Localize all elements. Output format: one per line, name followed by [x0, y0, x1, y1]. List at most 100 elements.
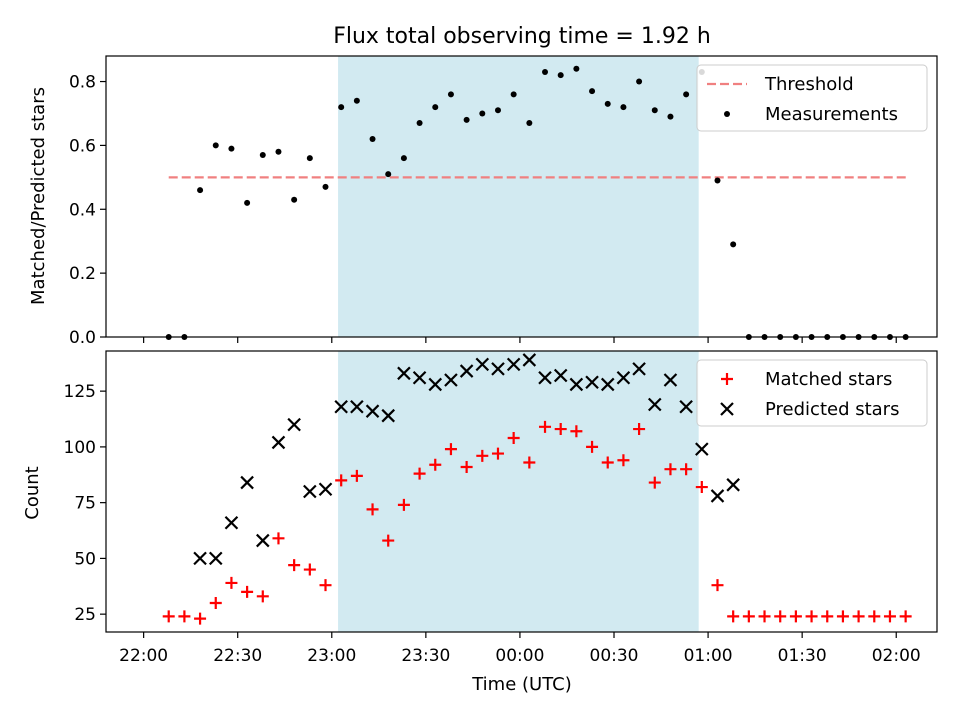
- matched-star-point: [178, 610, 191, 623]
- predicted-star-point: [632, 362, 646, 376]
- matched-star-point: [570, 425, 583, 438]
- x-tick-label: 23:30: [401, 646, 450, 666]
- measurement-point: [510, 91, 517, 98]
- measurement-point: [573, 65, 580, 72]
- predicted-star-point: [193, 551, 207, 566]
- matched-star-point: [758, 610, 771, 623]
- matched-star-point: [586, 440, 599, 453]
- predicted-star-point: [459, 364, 474, 378]
- x-tick-label: 23:00: [307, 646, 356, 666]
- y-tick-label: 25: [74, 605, 96, 625]
- measurement-point: [306, 155, 313, 162]
- matched-star-point: [805, 610, 818, 623]
- x-tick-label: 22:30: [213, 646, 262, 666]
- predicted-star-point: [334, 399, 348, 414]
- predicted-star-point: [663, 373, 678, 387]
- matched-star-point: [225, 576, 238, 589]
- predicted-star-point: [695, 442, 709, 456]
- matched-star-point: [899, 610, 912, 623]
- matched-star-point: [836, 610, 849, 623]
- legend-matched-swatch: [721, 373, 733, 385]
- predicted-star-point: [208, 551, 223, 566]
- matched-star-point: [507, 431, 520, 444]
- measurement-point: [463, 116, 470, 123]
- measurement-point: [228, 145, 235, 152]
- matched-star-point: [460, 460, 473, 473]
- predicted-star-point: [553, 368, 568, 383]
- matched-star-point: [680, 463, 693, 476]
- bottom-panel: Count 25 50 75 100 125 22:00 22:30 23:00 23:30 00…: [22, 350, 938, 666]
- predicted-star-point: [600, 377, 615, 392]
- matched-star-point: [288, 559, 301, 572]
- measurement-point: [197, 187, 204, 194]
- axes-frame: [105, 55, 938, 338]
- predicted-star-point: [444, 373, 458, 387]
- predicted-star-point: [271, 435, 286, 450]
- y-tick-label: 0.2: [69, 264, 96, 284]
- predicted-star-point: [538, 370, 552, 385]
- measurement-point: [636, 78, 643, 85]
- measurement-point: [730, 241, 737, 248]
- predicted-star-point: [318, 482, 333, 497]
- matched-star-point: [491, 447, 504, 460]
- matched-star-point: [272, 532, 285, 545]
- predicted-star-point: [303, 484, 317, 499]
- measurement-point: [353, 97, 360, 104]
- measurement-point: [651, 107, 658, 114]
- matched-star-point: [868, 610, 881, 623]
- x-tick-label: 01:00: [684, 646, 733, 666]
- observing-interval-shade: [338, 351, 699, 632]
- y-tick-label: 0.4: [69, 200, 96, 220]
- legend-box: [696, 64, 928, 132]
- matched-star-point: [397, 498, 410, 511]
- matched-star-point: [711, 579, 724, 592]
- measurement-point: [557, 72, 564, 79]
- predicted-star-point: [710, 489, 725, 503]
- matched-star-point: [241, 585, 254, 598]
- predicted-star-point: [412, 370, 427, 385]
- matched-star-point: [648, 476, 661, 489]
- matched-star-point: [617, 454, 630, 467]
- matched-star-point: [256, 590, 269, 603]
- predicted-star-point: [428, 377, 443, 392]
- matched-star-point: [727, 610, 740, 623]
- measurement-point: [589, 88, 596, 95]
- measurement-point: [322, 183, 329, 190]
- matched-star-point: [335, 474, 348, 487]
- matched-star-point: [319, 579, 332, 592]
- x-tick-label: 01:30: [778, 646, 827, 666]
- x-tick-label: 00:30: [590, 646, 639, 666]
- matched-star-point: [774, 610, 787, 623]
- matched-star-point: [476, 449, 489, 462]
- matched-star-point: [883, 610, 896, 623]
- predicted-star-point: [506, 357, 521, 372]
- measurement-point: [400, 155, 407, 162]
- measurement-point: [385, 171, 392, 178]
- measurement-point: [447, 91, 454, 98]
- legend-entry-label: Threshold: [764, 74, 854, 95]
- predicted-star-point: [240, 475, 254, 490]
- measurement-point: [275, 148, 282, 155]
- measurement-point: [526, 120, 533, 127]
- matched-star-point: [209, 597, 222, 610]
- matched-star-point: [523, 456, 536, 469]
- predicted-star-point: [491, 362, 505, 376]
- matched-star-point: [742, 610, 755, 623]
- matched-star-point: [413, 467, 426, 480]
- matched-star-point: [664, 463, 677, 476]
- matched-star-point: [366, 503, 379, 516]
- matched-star-point: [821, 610, 834, 623]
- matched-star-point: [444, 443, 457, 456]
- measurement-point: [542, 68, 549, 75]
- predicted-star-point: [475, 357, 490, 372]
- observing-interval-shade: [338, 56, 699, 337]
- x-axis-label: Time (UTC): [471, 674, 572, 695]
- matched-star-point: [601, 456, 614, 469]
- matched-star-point: [695, 481, 708, 494]
- matched-star-point: [852, 610, 865, 623]
- measurement-point: [604, 100, 611, 107]
- measurement-point: [291, 196, 298, 203]
- matched-star-point: [350, 469, 363, 482]
- y-tick-label: 0.6: [69, 136, 96, 156]
- predicted-star-point: [397, 366, 411, 381]
